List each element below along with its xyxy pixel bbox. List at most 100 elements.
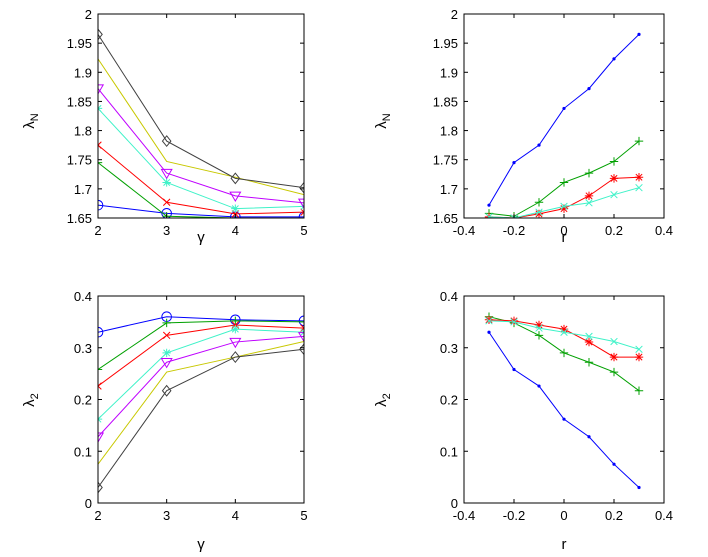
- panel-d-series-2-point: [509, 316, 519, 326]
- panel-a-series-0-point: [161, 208, 172, 218]
- panel-b-series-1-point: [584, 168, 594, 178]
- panel-a-xtick-label: 5: [300, 223, 307, 238]
- panel-a-series-4-point: [297, 198, 304, 210]
- panel-a-series-6-point: [161, 135, 172, 148]
- panel-c-xtick-label: 5: [300, 508, 307, 523]
- panel-c-ytick-label: 0.1: [74, 444, 92, 459]
- panel-b-series-3-point: [610, 190, 618, 199]
- panel-a-xtick-label: 4: [232, 223, 239, 238]
- panel-c-series-3-line: [98, 328, 304, 420]
- panel-b-series-3-point: [560, 202, 568, 211]
- panel-c-ytick-label: 0.3: [74, 341, 92, 356]
- panel-d: r λ2 -0.4 -0.2 0 0.2 0.4 0 0.1 0.2 0.3 0.4: [373, 289, 673, 553]
- panel-a-series-6-point: [98, 28, 103, 41]
- panel-b-series-2-point: [584, 191, 594, 201]
- panel-a-xtick-label: 2: [94, 223, 101, 238]
- panel-a-xtick-label: 3: [163, 223, 170, 238]
- panel-a-series-4-point: [229, 191, 242, 203]
- panel-d-series-1-point: [534, 331, 544, 340]
- panel-d-xtick-label: 0: [560, 508, 567, 523]
- panel-a-series-6-point: [299, 181, 304, 194]
- panel-b-xtick-label: -0.4: [453, 223, 475, 238]
- panel-a-ytick-label: 1.7: [74, 182, 92, 197]
- panel-d-series-0-point: [487, 330, 491, 334]
- panel-b-xtick-label: 0.2: [605, 223, 623, 238]
- panel-a-series-0-point: [98, 199, 104, 211]
- panel-c-series-3-point: [162, 348, 171, 358]
- panel-d-ylabel: λ2: [373, 393, 393, 407]
- panel-c-xtick-label: 3: [163, 508, 170, 523]
- panel-d-series-2-point: [609, 352, 619, 362]
- panel-a-series-4-point: [160, 168, 173, 180]
- panel-b-series-0-point: [637, 32, 641, 37]
- panel-d-series-3-point: [635, 345, 643, 354]
- panel-c-series-4-line: [98, 335, 304, 438]
- panel-d-series-2-point: [559, 324, 569, 334]
- panel-a-ytick-label: 1.8: [74, 124, 92, 139]
- panel-c-series-6-point: [161, 384, 172, 397]
- panel-d-xlabel: r: [562, 536, 567, 553]
- panel-b-series-2-point: [634, 173, 644, 182]
- panel-c-series-4-point: [160, 358, 173, 369]
- panel-a-ytick-label: 1.85: [67, 94, 92, 109]
- panel-d-ylabel-main: λ: [373, 399, 390, 407]
- panel-b-ylabel-main: λ: [373, 121, 390, 129]
- panel-d-series-3-point: [610, 337, 618, 346]
- panel-d-series-3-point: [510, 318, 518, 326]
- panel-b: r λN -0.4 -0.2 0 0.2 0.4 1.65 1.7 1.75 1.8 1.85 1.…: [373, 7, 673, 246]
- panel-d-series-1-point: [634, 386, 644, 395]
- panel-c-series-4-point: [297, 332, 304, 343]
- panel-b-ylabel: λN: [373, 113, 393, 129]
- panel-b-ytick-label: 1.95: [433, 36, 458, 51]
- panel-c-series-5-line: [98, 341, 304, 465]
- panel-d-xtick-label: -0.4: [453, 508, 475, 523]
- panel-d-series-1-point: [559, 348, 569, 358]
- panel-b-series-0-point: [512, 161, 516, 165]
- panel-a-ytick-label: 1.9: [74, 65, 92, 80]
- panel-c-ylabel: λ2: [21, 393, 41, 407]
- panel-c-xtick-label: 4: [232, 508, 239, 523]
- panel-b-series-0-point: [487, 203, 491, 207]
- panel-b-xlabel: r: [562, 229, 567, 246]
- panel-a-series-6-line: [98, 34, 304, 189]
- panel-d-series-0-point: [562, 417, 566, 421]
- panel-b-ytick-label: 1.7: [440, 182, 458, 197]
- panel-b-series-3-point: [635, 183, 643, 192]
- panel-a-ytick-label: 1.65: [67, 211, 92, 226]
- panel-b-series-3-point: [585, 199, 593, 207]
- panel-d-ylabel-sub: 2: [381, 393, 393, 399]
- panel-b-series-0-point: [612, 57, 616, 61]
- panel-a-series-3-point: [162, 178, 171, 187]
- panel-b-series-0-point: [562, 106, 566, 111]
- panel-c-series-1-point: [162, 318, 171, 328]
- panel-c-ytick-label: 0.4: [74, 289, 92, 304]
- panel-b-series-3-point: [485, 213, 493, 218]
- panel-a-series-4-line: [98, 88, 304, 204]
- panel-b-ytick-label: 1.85: [433, 94, 458, 109]
- panel-b-ylabel-sub: N: [381, 113, 393, 121]
- panel-b-series-2-point: [559, 204, 569, 213]
- panel-d-series-0-point: [587, 435, 591, 439]
- panel-a-series-2-point: [231, 210, 240, 218]
- panel-a-series-0-line: [98, 204, 304, 218]
- panel-c-series-6-point: [98, 481, 103, 494]
- panel-c-series-4-point: [98, 432, 105, 443]
- panel-d-ytick-label: 0.1: [440, 444, 458, 459]
- panel-c-series-2-point: [162, 331, 171, 340]
- panel-c-series-2-point: [98, 382, 102, 390]
- panel-d-plot-area: [484, 312, 644, 490]
- panel-a-frame: [97, 13, 305, 219]
- panel-b-series-1-point: [634, 136, 644, 146]
- panel-a-plot-area: [98, 28, 304, 218]
- panel-b-ytick-label: 2: [451, 7, 458, 22]
- panel-d-series-3-point: [535, 324, 543, 332]
- panel-d-series-3-point: [585, 332, 593, 341]
- panel-b-ytick-label: 1.9: [440, 65, 458, 80]
- panel-a-ytick-label: 2: [85, 7, 92, 22]
- panel-d-series-2-point: [484, 315, 494, 325]
- panel-b-series-1-point: [559, 178, 569, 187]
- panel-d-xtick-label: 0.4: [655, 508, 673, 523]
- panel-b-series-3-point: [535, 208, 543, 216]
- panel-c-ylabel-sub: 2: [29, 393, 41, 399]
